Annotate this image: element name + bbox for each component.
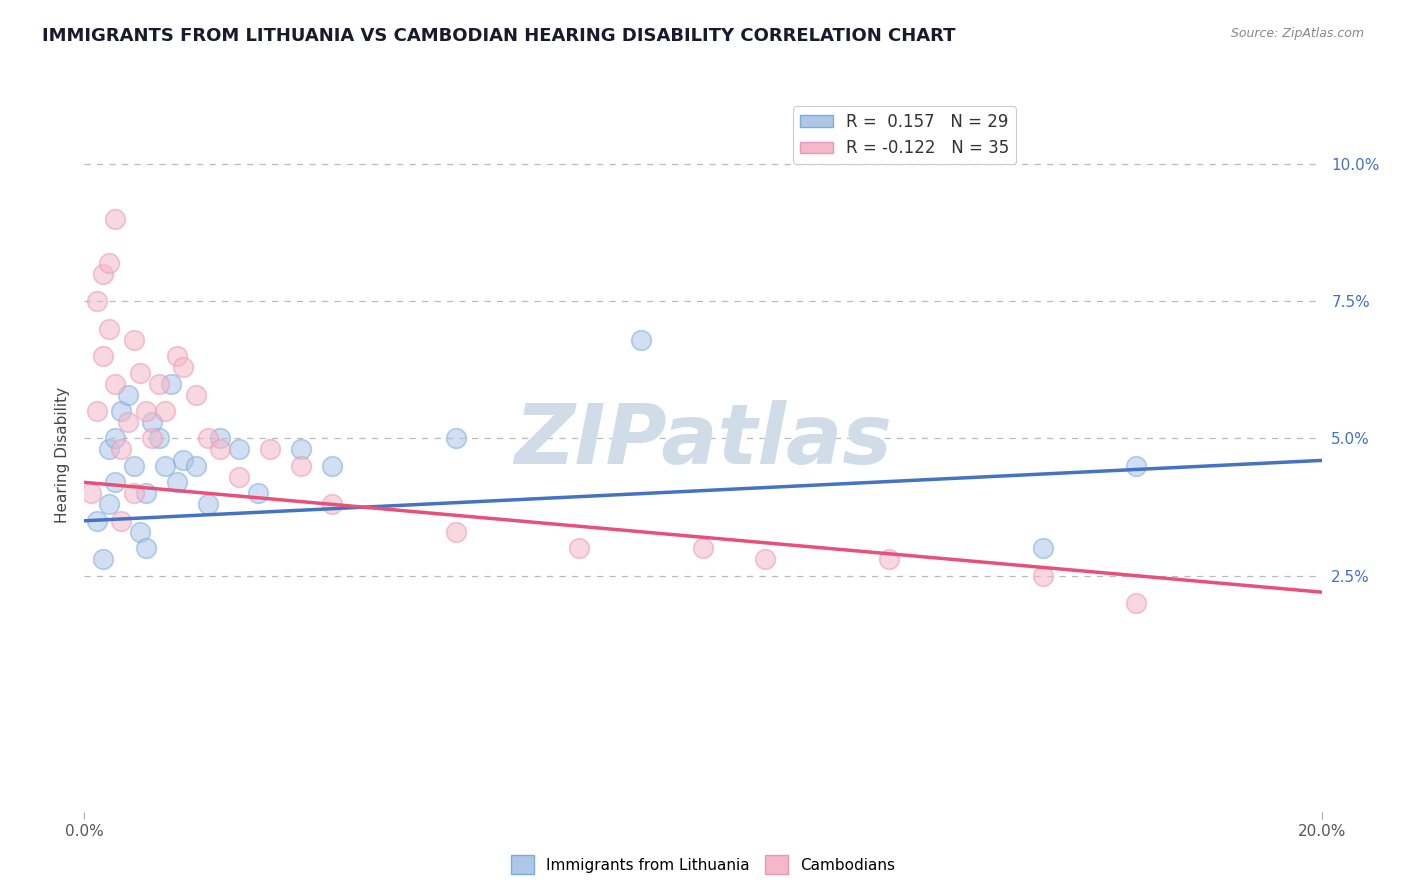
Point <box>110 514 132 528</box>
Point <box>228 470 250 484</box>
Point <box>1125 458 1147 473</box>
Point <box>91 349 114 363</box>
Point <box>197 497 219 511</box>
Point <box>129 366 152 380</box>
Point <box>86 294 108 309</box>
Point <box>98 497 121 511</box>
Point <box>166 475 188 490</box>
Point <box>228 442 250 457</box>
Legend: Immigrants from Lithuania, Cambodians: Immigrants from Lithuania, Cambodians <box>505 849 901 880</box>
Point <box>135 541 157 556</box>
Point <box>141 415 163 429</box>
Point <box>444 432 467 446</box>
Point <box>1125 596 1147 610</box>
Point <box>79 486 101 500</box>
Point <box>1032 541 1054 556</box>
Point <box>117 415 139 429</box>
Point <box>754 552 776 566</box>
Point <box>160 376 183 391</box>
Point <box>141 432 163 446</box>
Point <box>197 432 219 446</box>
Point <box>184 387 207 401</box>
Point <box>135 404 157 418</box>
Text: IMMIGRANTS FROM LITHUANIA VS CAMBODIAN HEARING DISABILITY CORRELATION CHART: IMMIGRANTS FROM LITHUANIA VS CAMBODIAN H… <box>42 27 956 45</box>
Point <box>104 211 127 226</box>
Point <box>91 552 114 566</box>
Point <box>98 442 121 457</box>
Point <box>122 333 145 347</box>
Point <box>568 541 591 556</box>
Legend: R =  0.157   N = 29, R = -0.122   N = 35: R = 0.157 N = 29, R = -0.122 N = 35 <box>793 106 1017 164</box>
Point <box>209 432 232 446</box>
Point <box>98 256 121 270</box>
Point <box>692 541 714 556</box>
Point <box>246 486 269 500</box>
Point <box>259 442 281 457</box>
Point <box>122 486 145 500</box>
Point <box>172 453 194 467</box>
Point <box>110 442 132 457</box>
Point <box>104 376 127 391</box>
Point <box>1032 568 1054 582</box>
Point <box>98 321 121 335</box>
Point <box>86 514 108 528</box>
Text: Source: ZipAtlas.com: Source: ZipAtlas.com <box>1230 27 1364 40</box>
Point <box>110 404 132 418</box>
Point <box>153 404 176 418</box>
Point <box>122 458 145 473</box>
Point <box>86 404 108 418</box>
Point <box>104 475 127 490</box>
Point <box>135 486 157 500</box>
Point <box>172 360 194 375</box>
Point <box>117 387 139 401</box>
Point <box>148 432 170 446</box>
Point <box>444 524 467 539</box>
Point <box>630 333 652 347</box>
Point <box>166 349 188 363</box>
Point <box>290 458 312 473</box>
Point <box>321 497 343 511</box>
Point <box>209 442 232 457</box>
Point <box>91 267 114 281</box>
Point <box>184 458 207 473</box>
Point <box>104 432 127 446</box>
Y-axis label: Hearing Disability: Hearing Disability <box>55 387 70 523</box>
Point <box>129 524 152 539</box>
Point <box>290 442 312 457</box>
Point <box>877 552 900 566</box>
Text: ZIPatlas: ZIPatlas <box>515 401 891 481</box>
Point <box>148 376 170 391</box>
Point <box>321 458 343 473</box>
Point <box>153 458 176 473</box>
